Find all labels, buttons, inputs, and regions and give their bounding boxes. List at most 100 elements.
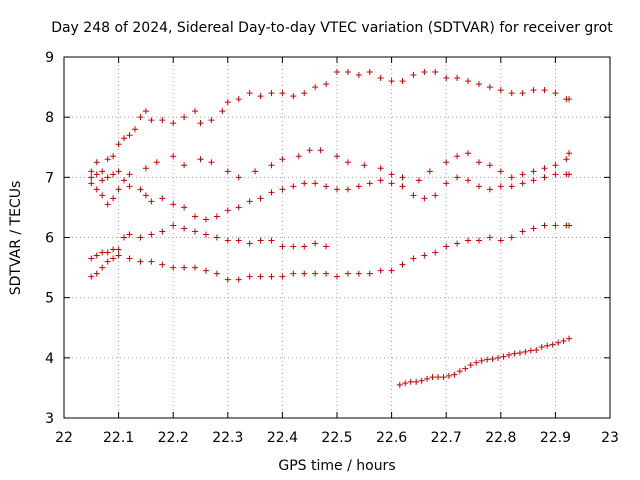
data-point (410, 255, 417, 262)
data-point (495, 354, 502, 361)
data-point (549, 341, 556, 348)
data-point (355, 183, 362, 190)
data-point (429, 374, 436, 381)
data-point (301, 270, 308, 277)
series-track-1 (88, 147, 573, 184)
data-point (410, 192, 417, 199)
data-point (202, 267, 209, 274)
data-point (475, 237, 482, 244)
data-point (104, 156, 111, 163)
data-point (475, 81, 482, 88)
data-point (290, 93, 297, 100)
data-point (235, 174, 242, 181)
data-point (137, 114, 144, 121)
data-point (88, 255, 95, 262)
data-point (170, 222, 177, 229)
data-point (268, 90, 275, 97)
x-tick-label: 22 (55, 430, 73, 446)
y-tick-label: 9 (45, 50, 54, 66)
data-point (235, 96, 242, 103)
data-point (497, 168, 504, 175)
data-point (121, 135, 128, 142)
data-point (323, 183, 330, 190)
data-point (355, 270, 362, 277)
y-tick-label: 6 (45, 231, 54, 247)
data-point (538, 344, 545, 351)
data-point (334, 186, 340, 193)
data-point (224, 207, 231, 214)
data-point (388, 171, 395, 178)
data-point (159, 117, 166, 124)
data-point (366, 69, 373, 76)
data-point (213, 213, 220, 220)
data-point (268, 273, 275, 280)
data-point (323, 270, 330, 277)
y-tick-label: 8 (45, 110, 54, 126)
data-point (312, 180, 319, 187)
data-point (93, 252, 100, 259)
series-track-6 (396, 335, 573, 388)
data-point (377, 177, 384, 184)
data-point (402, 380, 409, 387)
data-point (519, 90, 526, 97)
data-point (148, 258, 155, 265)
data-point (110, 255, 117, 262)
series-track-3 (88, 171, 573, 223)
data-point (508, 174, 515, 181)
data-point (115, 246, 122, 253)
data-point (137, 186, 144, 193)
data-point (181, 162, 188, 169)
data-point (421, 69, 428, 76)
data-point (516, 350, 523, 357)
data-point (484, 356, 491, 363)
y-tick-label: 3 (45, 411, 54, 427)
x-tick-label: 22.8 (485, 430, 516, 446)
data-point (560, 337, 567, 344)
data-point (366, 270, 373, 277)
data-point (399, 183, 406, 190)
data-point (530, 225, 537, 232)
data-point (421, 195, 428, 202)
data-point (475, 159, 482, 166)
data-point (541, 165, 548, 172)
data-point (451, 371, 458, 378)
data-point (104, 249, 111, 256)
data-point (279, 186, 286, 193)
data-point (334, 153, 340, 160)
data-point (197, 120, 204, 127)
data-point (235, 237, 242, 244)
y-axis-label: SDTVAR / TECUs (8, 181, 24, 296)
data-point (508, 90, 515, 97)
data-point (454, 174, 461, 181)
data-point (181, 114, 188, 121)
data-point (486, 162, 493, 169)
data-point (323, 243, 330, 250)
data-point (489, 356, 496, 363)
data-point (465, 150, 472, 157)
data-point (159, 195, 166, 202)
data-point (486, 234, 493, 241)
data-point (126, 255, 133, 262)
data-point (88, 180, 95, 187)
data-point (192, 228, 199, 235)
data-point (148, 117, 155, 124)
data-point (192, 108, 199, 115)
x-tick-label: 22.5 (321, 430, 352, 446)
data-point (566, 150, 573, 157)
data-point (467, 362, 474, 369)
x-tick-label: 22.3 (212, 430, 243, 446)
x-tick-label: 22.7 (431, 430, 462, 446)
data-point (443, 243, 450, 250)
data-point (443, 75, 450, 82)
data-point (456, 368, 463, 375)
data-point (500, 353, 507, 360)
data-point (497, 87, 504, 94)
data-point (115, 141, 122, 148)
data-point (530, 177, 537, 184)
data-point (202, 231, 209, 238)
data-point (268, 162, 275, 169)
data-point (131, 126, 138, 133)
data-point (93, 186, 100, 193)
data-point (257, 273, 264, 280)
data-point (181, 204, 188, 211)
